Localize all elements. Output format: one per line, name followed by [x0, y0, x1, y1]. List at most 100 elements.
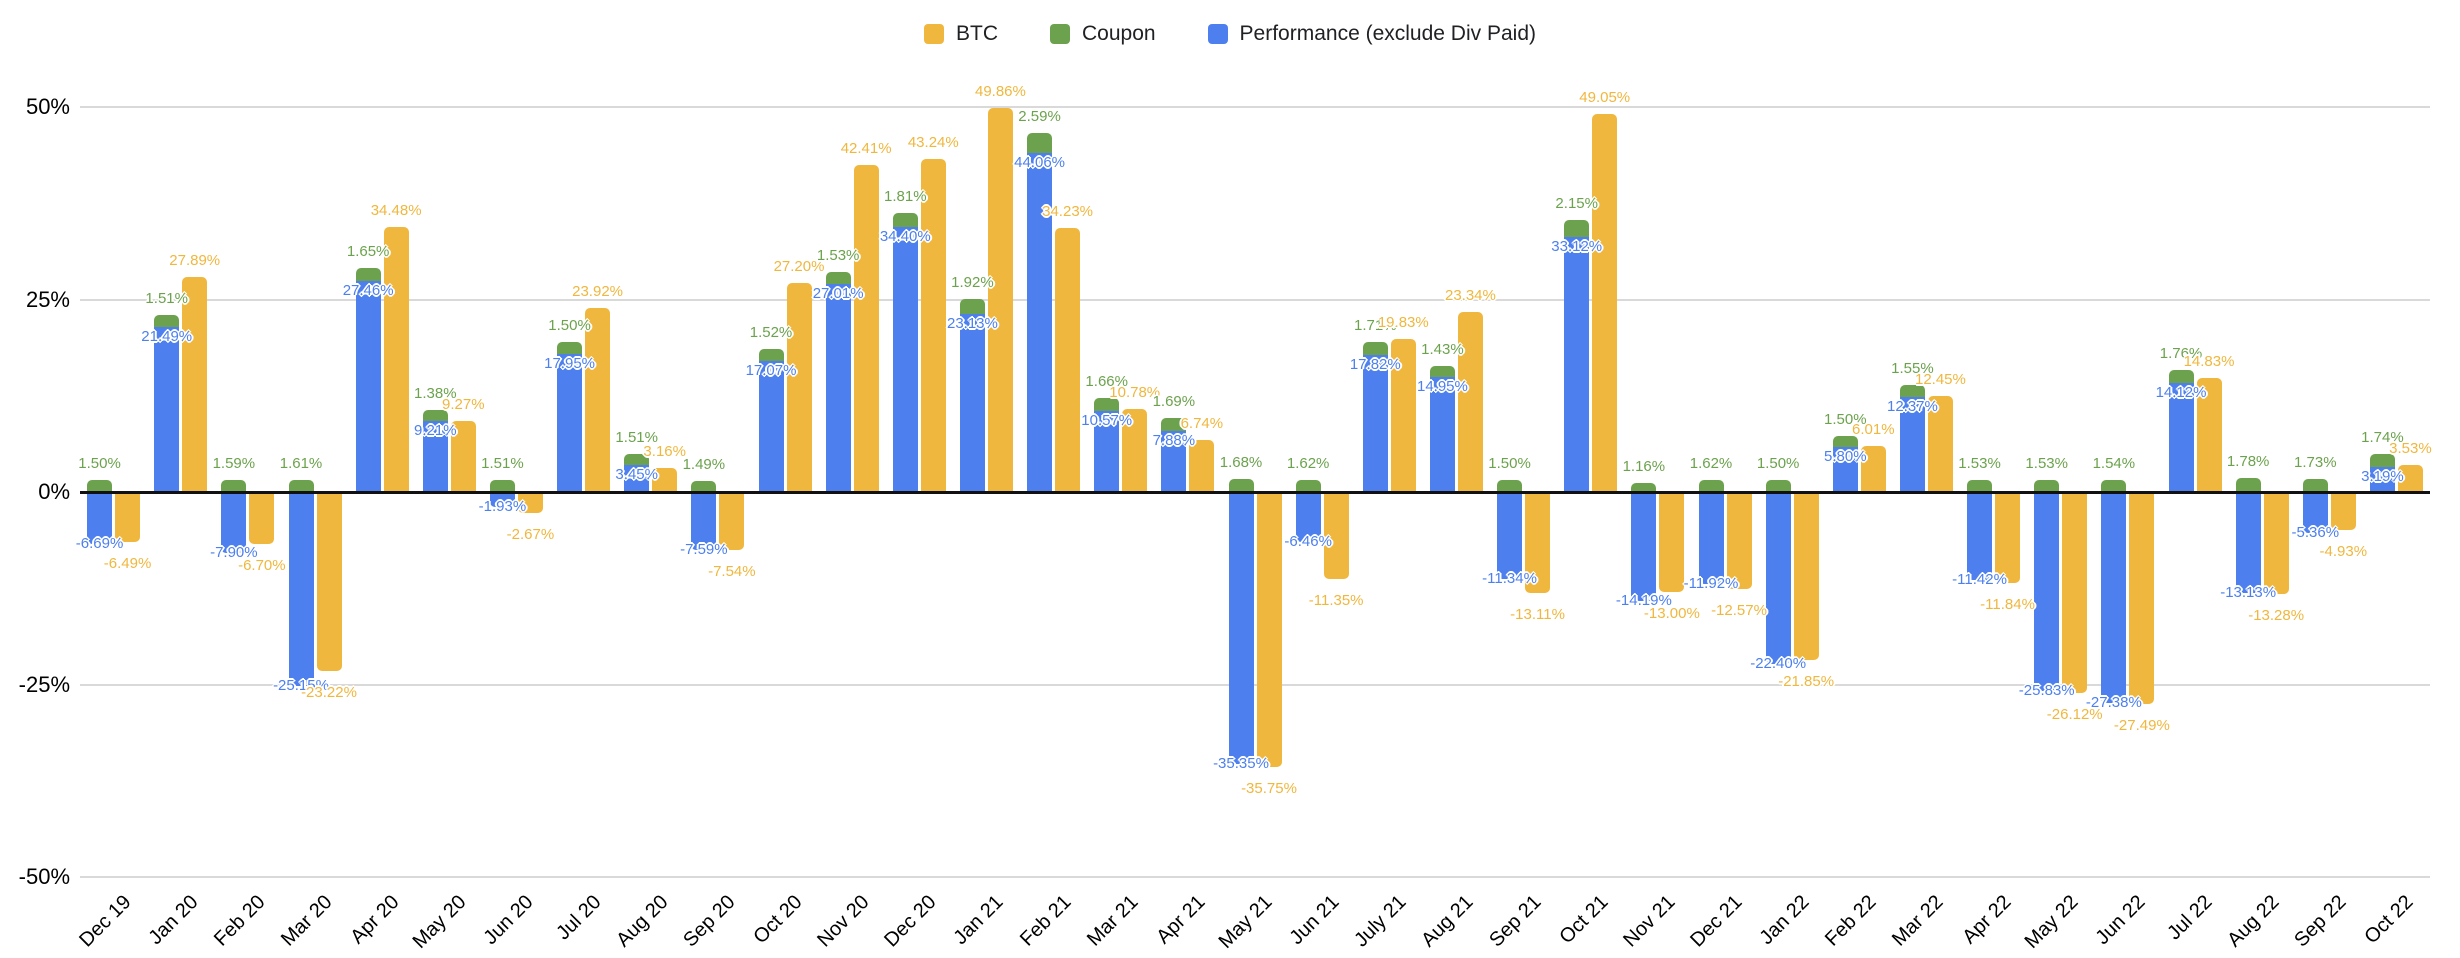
coupon-bar[interactable]	[489, 480, 515, 492]
btc-bar[interactable]	[786, 282, 812, 492]
btc-bar[interactable]	[1055, 228, 1081, 492]
performance-bar[interactable]	[2369, 467, 2395, 492]
performance-bar[interactable]	[1899, 396, 1925, 492]
performance-bar[interactable]	[892, 227, 918, 492]
btc-bar[interactable]	[2330, 492, 2356, 530]
coupon-bar[interactable]	[355, 267, 381, 281]
performance-bar[interactable]	[154, 326, 180, 492]
coupon-bar[interactable]	[1295, 479, 1321, 492]
coupon-bar[interactable]	[2168, 369, 2194, 384]
btc-bar[interactable]	[316, 492, 342, 671]
coupon-bar[interactable]	[2235, 478, 2261, 492]
btc-bar[interactable]	[1390, 339, 1416, 492]
btc-bar[interactable]	[182, 277, 208, 492]
btc-bar[interactable]	[2129, 492, 2155, 704]
btc-bar[interactable]	[652, 467, 678, 492]
btc-bar[interactable]	[1189, 440, 1215, 492]
performance-bar[interactable]	[1765, 492, 1791, 665]
performance-bar[interactable]	[1295, 492, 1321, 542]
coupon-bar[interactable]	[758, 348, 784, 361]
btc-bar[interactable]	[1659, 492, 1685, 593]
coupon-bar[interactable]	[825, 272, 851, 284]
performance-bar[interactable]	[1094, 410, 1120, 492]
btc-bar[interactable]	[1726, 492, 1752, 589]
coupon-bar[interactable]	[892, 213, 918, 228]
performance-bar[interactable]	[1698, 492, 1724, 584]
btc-bar[interactable]	[2397, 464, 2423, 492]
btc-bar[interactable]	[115, 492, 141, 542]
btc-bar[interactable]	[1995, 492, 2021, 584]
coupon-bar[interactable]	[1832, 435, 1858, 448]
coupon-bar[interactable]	[87, 480, 113, 492]
performance-bar[interactable]	[825, 284, 851, 492]
performance-bar[interactable]	[691, 492, 717, 551]
coupon-bar[interactable]	[2302, 478, 2328, 492]
coupon-bar[interactable]	[1362, 341, 1388, 355]
btc-bar[interactable]	[920, 159, 946, 492]
performance-bar[interactable]	[1967, 492, 1993, 580]
btc-bar[interactable]	[1793, 492, 1819, 661]
performance-bar[interactable]	[221, 492, 247, 553]
coupon-bar[interactable]	[1631, 483, 1657, 492]
coupon-bar[interactable]	[1228, 479, 1254, 492]
coupon-bar[interactable]	[1027, 132, 1053, 153]
coupon-bar[interactable]	[624, 453, 650, 466]
coupon-bar[interactable]	[1429, 365, 1455, 377]
coupon-bar[interactable]	[154, 314, 180, 327]
coupon-bar[interactable]	[1765, 480, 1791, 492]
coupon-bar[interactable]	[1698, 479, 1724, 492]
btc-bar[interactable]	[987, 108, 1013, 492]
performance-bar[interactable]	[1228, 492, 1254, 765]
performance-bar[interactable]	[288, 492, 314, 686]
btc-bar[interactable]	[249, 492, 275, 544]
performance-bar[interactable]	[2168, 383, 2194, 492]
coupon-bar[interactable]	[2369, 454, 2395, 468]
btc-bar[interactable]	[719, 492, 745, 551]
performance-bar[interactable]	[1429, 376, 1455, 492]
performance-bar[interactable]	[1027, 152, 1053, 492]
coupon-bar[interactable]	[959, 299, 985, 314]
performance-bar[interactable]	[557, 353, 583, 492]
coupon-bar[interactable]	[1497, 480, 1523, 492]
btc-bar[interactable]	[853, 165, 879, 492]
performance-bar[interactable]	[2101, 492, 2127, 703]
performance-bar[interactable]	[1832, 447, 1858, 492]
performance-bar[interactable]	[624, 465, 650, 492]
coupon-bar[interactable]	[691, 480, 717, 492]
coupon-bar[interactable]	[1564, 220, 1590, 237]
performance-bar[interactable]	[87, 492, 113, 544]
performance-bar[interactable]	[2302, 492, 2328, 534]
btc-bar[interactable]	[1592, 114, 1618, 492]
btc-bar[interactable]	[585, 307, 611, 492]
btc-bar[interactable]	[1457, 312, 1483, 492]
btc-bar[interactable]	[1256, 492, 1282, 768]
performance-bar[interactable]	[422, 421, 448, 492]
btc-bar[interactable]	[383, 226, 409, 492]
btc-bar[interactable]	[450, 420, 476, 492]
btc-bar[interactable]	[2196, 377, 2222, 492]
performance-bar[interactable]	[1362, 354, 1388, 492]
btc-bar[interactable]	[1122, 408, 1148, 492]
coupon-bar[interactable]	[1899, 384, 1925, 397]
performance-bar[interactable]	[489, 492, 515, 507]
btc-bar[interactable]	[1927, 396, 1953, 492]
coupon-bar[interactable]	[288, 479, 314, 492]
coupon-bar[interactable]	[2034, 480, 2060, 492]
coupon-bar[interactable]	[1094, 397, 1120, 411]
coupon-bar[interactable]	[422, 410, 448, 422]
btc-bar[interactable]	[1323, 492, 1349, 580]
coupon-bar[interactable]	[557, 342, 583, 354]
btc-bar[interactable]	[1860, 445, 1886, 492]
coupon-bar[interactable]	[221, 479, 247, 492]
coupon-bar[interactable]	[1967, 480, 1993, 492]
performance-bar[interactable]	[959, 313, 985, 492]
performance-bar[interactable]	[1631, 492, 1657, 602]
coupon-bar[interactable]	[1161, 418, 1187, 432]
performance-bar[interactable]	[355, 280, 381, 492]
btc-bar[interactable]	[1525, 492, 1551, 593]
btc-bar[interactable]	[517, 492, 543, 513]
performance-bar[interactable]	[2235, 492, 2261, 594]
btc-bar[interactable]	[2263, 492, 2289, 595]
performance-bar[interactable]	[1564, 236, 1590, 492]
performance-bar[interactable]	[1161, 431, 1187, 492]
